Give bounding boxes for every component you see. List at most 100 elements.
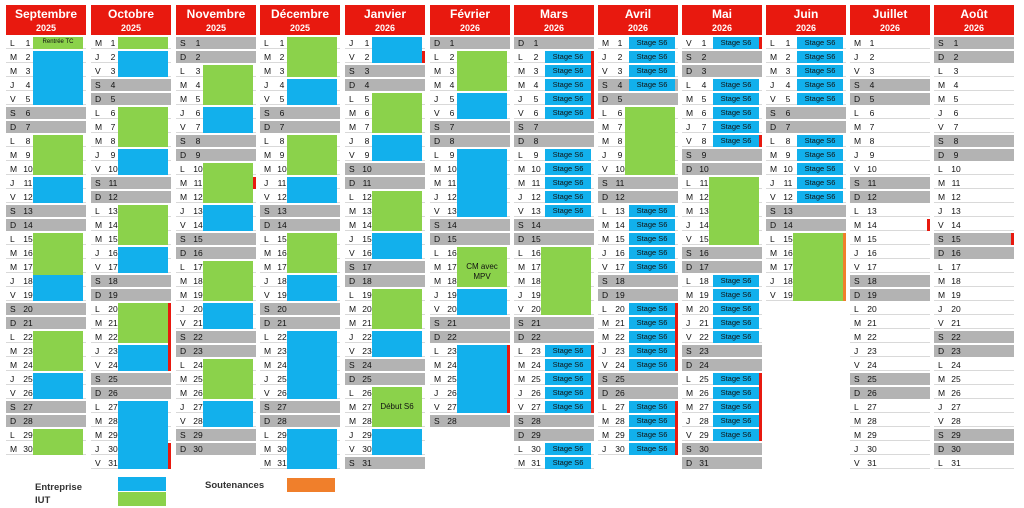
day-row: D 16	[176, 247, 256, 259]
day-row: S 18	[91, 275, 171, 287]
day-letter: S	[686, 346, 692, 356]
day-letter: D	[264, 122, 271, 132]
day-row: L 31	[934, 457, 1014, 469]
day-letter: M	[264, 346, 272, 356]
legend-label-soutenances: Soutenances	[205, 480, 265, 491]
month-column: Juin 2026 L 1 M 2 M 3 J 4 V 5 S 6 D 7 L 8 M 9 M 10 J 11 V 12 S 13 D 1…	[766, 5, 846, 467]
day-row: L 13	[850, 205, 930, 217]
iut-period	[287, 233, 337, 273]
day-number: 14	[615, 220, 625, 230]
day-letter: S	[434, 318, 440, 328]
day-letter: D	[686, 360, 693, 370]
day-letter: L	[686, 374, 691, 384]
day-number: 1	[533, 38, 539, 48]
day-letter: V	[854, 66, 860, 76]
stage-s6-cell: Stage S6	[797, 65, 843, 77]
day-letter: L	[686, 276, 691, 286]
day-number: 2	[279, 52, 285, 62]
day-number: 6	[25, 108, 31, 118]
stage-s6-cell: Stage S6	[545, 149, 591, 161]
day-letter: V	[854, 164, 860, 174]
day-number: 22	[362, 332, 372, 342]
day-letter: D	[518, 430, 525, 440]
day-letter: D	[686, 164, 693, 174]
day-row: D 30	[934, 443, 1014, 455]
day-letter: J	[770, 80, 775, 90]
day-letter: S	[686, 248, 692, 258]
day-letter: J	[686, 318, 691, 328]
day-letter: M	[518, 458, 526, 468]
day-number: 6	[617, 108, 623, 118]
day-letter: D	[10, 416, 17, 426]
day-number: 23	[951, 346, 961, 356]
day-letter: S	[602, 276, 608, 286]
day-letter: J	[854, 248, 859, 258]
day-letter: M	[349, 108, 357, 118]
day-number: 28	[108, 416, 118, 426]
day-number: 12	[531, 192, 541, 202]
day-number: 31	[277, 458, 287, 468]
day-number: 10	[951, 164, 961, 174]
day-number: 1	[364, 38, 370, 48]
month-column: Décembre 2025 L 1 M 2 M 3 J 4 V 5 S 6 D 7 L 8 M 9 M 10 J 11 V 12 S…	[260, 5, 340, 469]
day-number: 20	[447, 304, 457, 314]
day-row: D 11	[345, 177, 425, 189]
red-marker	[759, 135, 762, 147]
day-letter: L	[95, 108, 100, 118]
day-letter: S	[349, 66, 355, 76]
day-letter: M	[349, 206, 357, 216]
day-number: 11	[277, 178, 287, 188]
month-column: Avril 2026 M 1 J 2 V 3 S 4 D 5 L 6 M 7 M 8 J 9 V 10 S 11 D 12 L 13 M…	[598, 5, 678, 467]
day-row: S 22	[934, 331, 1014, 343]
day-number: 3	[869, 66, 875, 76]
day-number: 18	[193, 276, 203, 286]
day-letter: M	[10, 150, 18, 160]
day-letter: D	[10, 122, 17, 132]
entreprise-period	[203, 303, 253, 329]
month-header: Août 2026	[934, 5, 1014, 35]
day-number: 22	[23, 332, 33, 342]
day-number: 17	[193, 262, 203, 272]
day-letter: J	[686, 220, 691, 230]
day-number: 1	[279, 38, 285, 48]
day-letter: S	[686, 444, 692, 454]
day-letter: S	[938, 430, 944, 440]
stage-s6-cell: Stage S6	[629, 401, 675, 413]
entreprise-period	[457, 289, 507, 315]
day-number: 1	[953, 38, 959, 48]
day-letter: S	[264, 206, 270, 216]
legend-swatch-soutenances	[287, 478, 335, 492]
day-number: 15	[277, 234, 287, 244]
day-letter: V	[518, 206, 524, 216]
day-number: 25	[362, 374, 372, 384]
day-number: 16	[867, 248, 877, 258]
stage-s6-cell: Stage S6	[545, 107, 591, 119]
stage-s6-cell: Stage S6	[713, 331, 759, 343]
day-number: 23	[362, 346, 372, 356]
stage-s6-cell: Stage S6	[629, 205, 675, 217]
entreprise-period	[33, 51, 83, 105]
day-letter: M	[602, 220, 610, 230]
day-letter: M	[95, 38, 103, 48]
day-letter: V	[602, 262, 608, 272]
day-letter: M	[686, 388, 694, 398]
day-number: 13	[277, 206, 287, 216]
day-number: 29	[108, 430, 118, 440]
day-number: 17	[447, 262, 457, 272]
day-letter: J	[434, 94, 439, 104]
day-letter: D	[264, 318, 271, 328]
day-letter: S	[434, 122, 440, 132]
day-number: 9	[110, 150, 116, 160]
day-letter: M	[854, 416, 862, 426]
day-number: 7	[25, 122, 31, 132]
day-number: 31	[867, 458, 877, 468]
day-letter: V	[434, 206, 440, 216]
day-letter: D	[264, 220, 271, 230]
